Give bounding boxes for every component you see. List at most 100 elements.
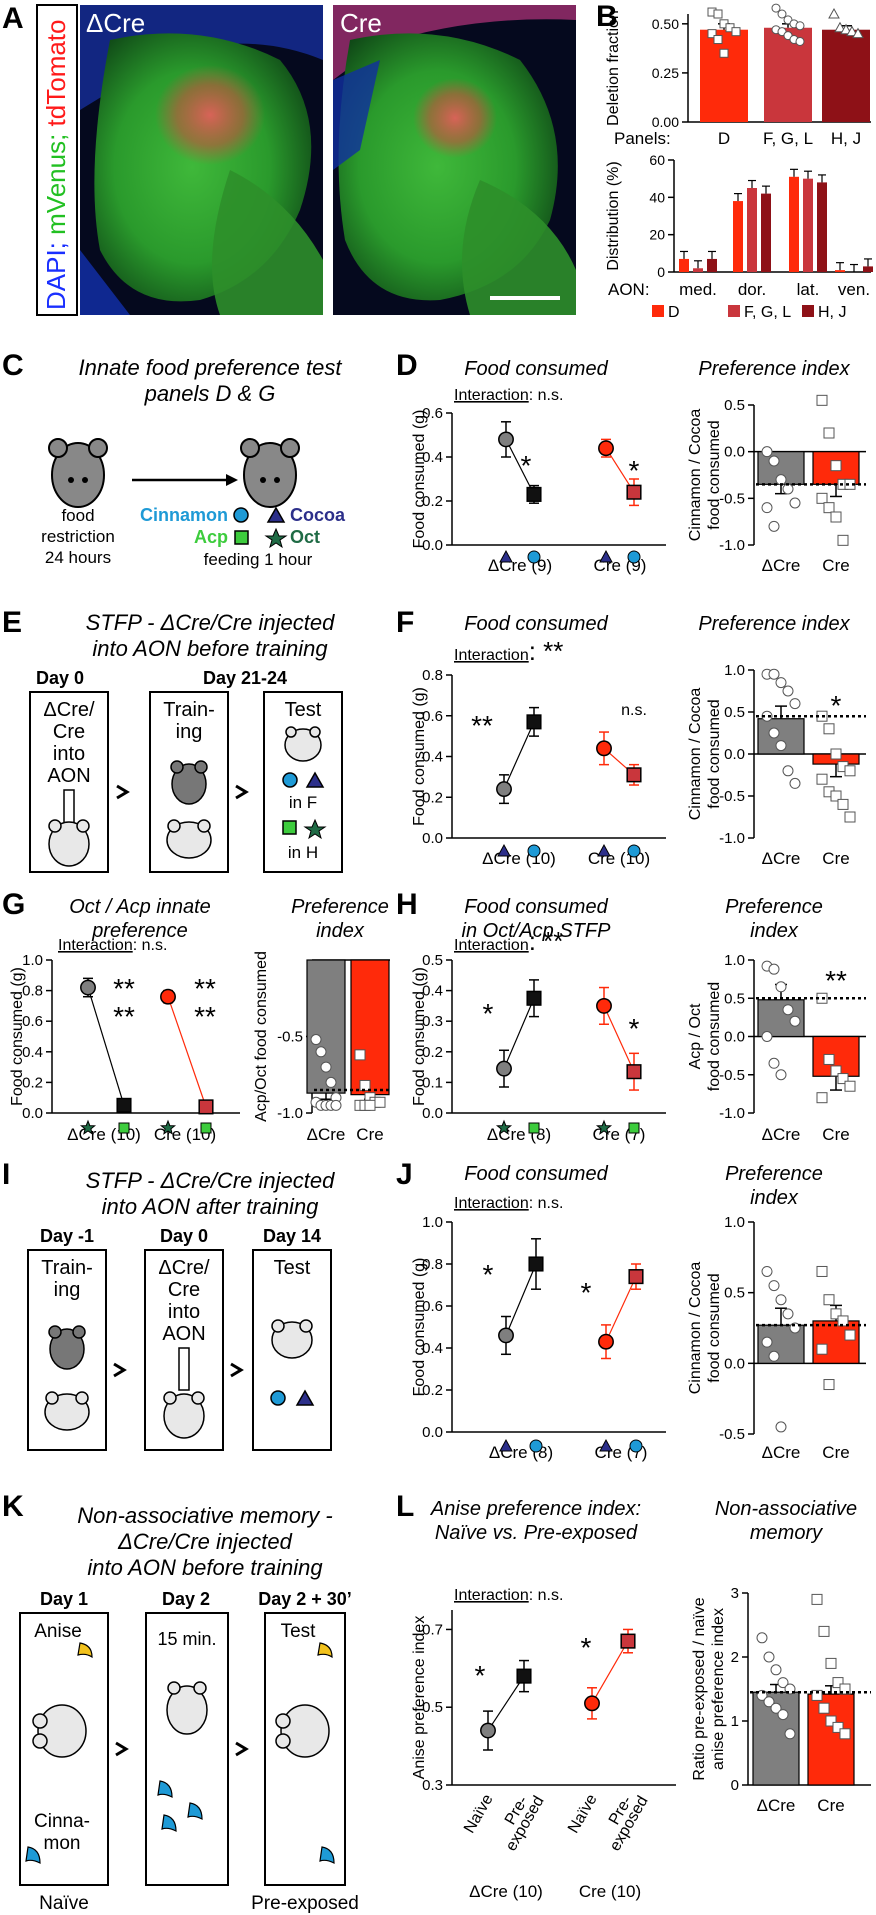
data-point (596, 997, 612, 1014)
data-point (584, 1695, 600, 1712)
y-tick-label: 20 (649, 227, 665, 243)
arrow-icon (116, 784, 130, 800)
data-point (315, 1046, 327, 1058)
box-training-line: ing (176, 721, 203, 743)
data-point (823, 1053, 835, 1065)
box-training-line: ing (54, 1279, 81, 1301)
data-point (756, 1632, 768, 1644)
bar (350, 959, 390, 1096)
bar (700, 29, 748, 122)
data-point (816, 492, 828, 504)
y-tick-label: 0.0 (422, 1105, 443, 1122)
chart-d-preference-index: Preference index 0.5 0.0 -0.5 -1.0 Cinnamon /… (687, 358, 866, 575)
group-label: ΔCre (8) (487, 1125, 551, 1144)
chart-title: Food consumed (464, 358, 608, 380)
data-point (844, 1080, 856, 1092)
data-point (771, 3, 781, 13)
cinnamon-tick-icon (627, 550, 641, 564)
legend-swatch (652, 305, 664, 317)
data-point (811, 1689, 823, 1701)
data-point (768, 668, 780, 680)
box-injection-line: into (168, 1301, 200, 1323)
panel-k-title-1: Non-associative memory - (77, 1503, 333, 1528)
cinnamon-tick-icon (627, 844, 641, 858)
chart-title: index (750, 1187, 799, 1209)
box-injection-line: ΔCre/ (43, 699, 95, 721)
interaction-label: Interaction: n.s. (454, 387, 563, 404)
data-point (310, 1034, 322, 1046)
oct-tick-icon (595, 1119, 613, 1135)
y-tick-label: -0.5 (719, 788, 745, 805)
y-tick-label: -0.5 (719, 490, 745, 507)
y-tick-label: 1 (731, 1713, 739, 1730)
data-point (498, 431, 514, 448)
data-point (768, 1057, 780, 1069)
data-point (830, 748, 842, 760)
data-point (496, 1060, 512, 1077)
significance-marker: ** (825, 965, 847, 996)
bar (679, 258, 689, 272)
y-tick-label: 0.2 (422, 789, 443, 806)
data-point (811, 1593, 823, 1605)
panel-letter-D: D (396, 349, 418, 382)
acp-label: Acp (194, 527, 228, 547)
data-point (789, 698, 801, 710)
y-tick-label: 0.5 (422, 1699, 443, 1716)
y-axis-label: Acp/Oct food consumed (253, 951, 270, 1122)
category-label: ΔCre (307, 1125, 346, 1144)
chart-title: index (316, 920, 365, 942)
mouse-icon (166, 819, 212, 859)
series-line (167, 996, 207, 1108)
series-line (603, 1005, 635, 1072)
category-label: ΔCre (762, 556, 801, 575)
data-point (596, 740, 612, 757)
y-tick-label: 1.0 (724, 662, 745, 679)
acp-tick-icon (528, 1122, 540, 1134)
data-point (834, 21, 846, 33)
acp-tick-icon (628, 1122, 640, 1134)
cocoa-icon (295, 1389, 315, 1406)
stain-dapi: DAPI; (41, 234, 71, 310)
series-line (503, 721, 535, 790)
oct-tick-icon (495, 1119, 513, 1135)
panel-k-day: Day 2 + 30’ (258, 1589, 352, 1609)
y-tick-label: 0.4 (422, 449, 443, 466)
cocoa-tick-icon (497, 843, 511, 857)
data-point (526, 486, 542, 502)
data-point (844, 1329, 856, 1341)
stain-tdtomato: tdTomato (41, 19, 71, 127)
anise-label: Anise (34, 1621, 82, 1642)
data-point (775, 1294, 787, 1306)
data-point (761, 1265, 773, 1277)
bar (693, 268, 703, 272)
y-tick-label: 0.00 (652, 114, 679, 130)
cinnamon-label: Cinnamon (140, 505, 228, 525)
data-point (823, 502, 835, 514)
panel-letter-F: F (396, 606, 415, 639)
y-tick-label: 0.5 (724, 704, 745, 721)
panel-a-dcre-label: ΔCre (86, 8, 146, 38)
panel-letter-G: G (2, 888, 26, 921)
y-tick-label: 0.4 (422, 983, 443, 1000)
data-point (784, 1728, 796, 1740)
data-point (823, 427, 835, 439)
significance-marker: * (521, 450, 532, 481)
y-tick-label: 0.4 (422, 749, 443, 766)
panel-i-day: Day -1 (40, 1226, 94, 1246)
data-point (846, 25, 858, 37)
bar (761, 193, 771, 272)
panel-c-diagram: Innate food preference test panels D & G… (41, 355, 346, 569)
data-point (837, 1073, 849, 1085)
data-point (777, 1677, 789, 1689)
interaction-label: Interaction: n.s. (58, 937, 167, 954)
data-point (823, 723, 835, 735)
box-injection-line: AON (47, 765, 90, 787)
bar (803, 178, 813, 272)
bar (306, 959, 346, 1094)
chart-title: Oct / Acp innate (69, 896, 211, 918)
data-point (830, 790, 842, 802)
bar (747, 188, 757, 272)
data-point (782, 765, 794, 777)
